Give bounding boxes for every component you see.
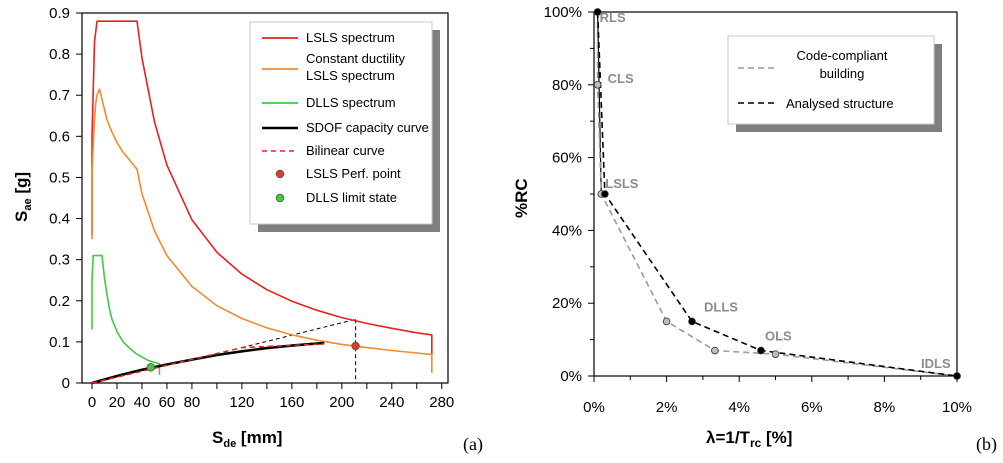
chart-a-panel-label: (a) [463, 434, 483, 455]
chart-a-legend: LSLS spectrum Constant ductility LSLS sp… [249, 21, 440, 232]
chart-b-y-axis-label: %RC [512, 178, 531, 218]
chart-b-point-1-1 [601, 190, 609, 198]
legend-lsls-spectrum-label: LSLS spectrum [306, 30, 395, 45]
chart-a-x-tick-label-1: 20 [109, 394, 126, 411]
legend-lsls-perf-point-label: LSLS Perf. point [306, 166, 401, 181]
legend-analysed-structure-label: Analysed structure [786, 96, 894, 111]
legend-constant-ductility-label-line1: Constant ductility [306, 51, 405, 66]
chart-b-annotation-dlls: DLLS [704, 299, 738, 314]
chart-b-x-axis-label: λ=1/Trc [%] [706, 428, 792, 450]
chart-a-y-tick-label-7: 0.7 [49, 87, 70, 104]
chart-b-point-1-0 [593, 8, 602, 16]
legend-dlls-spectrum-label: DLLS spectrum [306, 95, 396, 110]
chart-b-x-tick-label-4: 8% [874, 399, 896, 416]
chart-b-annotation-idls: IDLS [921, 356, 951, 371]
chart-b-point-0-4 [711, 346, 719, 355]
chart-b-y-tick-label-3: 60% [552, 150, 582, 167]
chart-a-y-tick-label-5: 0.5 [49, 169, 70, 186]
chart-a-marker-dlls-limit-state [146, 363, 155, 372]
chart-b-ticks: 0% 2% 4% 6% 8% 10% 0% 20% 40% 60% 80% 100% [544, 4, 972, 416]
chart-a-x-tick-label-0: 0 [88, 394, 96, 411]
chart-a-y-tick-label-4: 0.4 [49, 211, 70, 228]
chart-b-x-tick-label-2: 4% [728, 399, 750, 416]
chart-a-y-tick-label-0: 0 [62, 375, 70, 392]
chart-b-y-tick-label-1: 20% [552, 295, 582, 312]
chart-b-y-tick-label-5: 100% [544, 4, 582, 21]
legend-bilinear-label: Bilinear curve [306, 143, 385, 158]
chart-a-x-tick-label-8: 240 [379, 394, 404, 411]
chart-b-annotation-rls: RLS [600, 10, 626, 25]
chart-a-x-tick-label-6: 160 [279, 394, 304, 411]
chart-a-series-dlls-spectrum [91, 254, 161, 375]
chart-b-series-analysed-structure [596, 11, 958, 377]
chart-a-series-lsls-spectrum [91, 20, 433, 355]
chart-a-series-bilinear-curve [91, 343, 325, 384]
chart-b-x-tick-label-0: 0% [583, 399, 605, 416]
chart-b-panel-label: (b) [976, 434, 997, 455]
chart-a-y-tick-label-1: 0.1 [49, 334, 70, 351]
chart-a-series-sdof-capacity-curve [91, 341, 325, 385]
legend-constant-ductility-label-line2: LSLS spectrum [306, 68, 395, 83]
chart-a-legend-box [249, 21, 433, 225]
chart-b-annotation-cls: CLS [608, 71, 634, 86]
chart-a-y-tick-label-3: 0.3 [49, 252, 70, 269]
legend-dlls-limit-state-label: DLLS limit state [306, 190, 397, 205]
chart-a-x-tick-label-2: 40 [134, 394, 151, 411]
chart-b: 0% 2% 4% 6% 8% 10% 0% 20% 40% 60% 80% 100% RLS CLS LS… [512, 4, 997, 455]
chart-b-point-1-4 [953, 372, 961, 380]
chart-b-annotation-ols: OLS [765, 329, 792, 344]
chart-a-x-tick-label-4: 80 [184, 394, 201, 411]
chart-a-y-tick-label-8: 0.8 [49, 46, 70, 63]
chart-a-x-tick-label-3: 60 [159, 394, 176, 411]
chart-a-x-tick-label-7: 200 [329, 394, 354, 411]
legend-dlls-limit-state-marker [275, 193, 285, 203]
chart-b-y-tick-label-2: 40% [552, 222, 582, 239]
chart-b-annotation-lsls: LSLS [605, 176, 639, 191]
chart-a-series-constant-ductility-lsls-spectrum [91, 88, 433, 373]
chart-b-legend-box [727, 35, 935, 125]
chart-a: 0 20 40 60 80 120 160 200 240 280 0 0.1 0.2 0.3 0.4 0.5… [12, 5, 483, 455]
chart-a-marker-lsls-perf-point [351, 341, 360, 351]
chart-b-x-tick-label-1: 2% [656, 399, 678, 416]
chart-a-plot-frame [81, 12, 449, 384]
chart-b-y-tick-label-4: 80% [552, 77, 582, 94]
legend-lsls-perf-point-marker [275, 169, 285, 179]
chart-b-y-tick-label-0: 0% [560, 368, 582, 385]
chart-a-ticks: 0 20 40 60 80 120 160 200 240 280 0 0.1 0.2 0.3 0.4 0.5… [49, 5, 454, 411]
chart-b-x-tick-label-5: 10% [942, 399, 972, 416]
chart-a-y-tick-label-9: 0.9 [49, 5, 70, 22]
chart-b-x-tick-label-3: 6% [801, 399, 823, 416]
chart-a-x-tick-label-5: 120 [229, 394, 254, 411]
chart-b-point-0-1 [593, 81, 602, 89]
chart-b-point-0-5 [771, 350, 780, 358]
chart-b-legend: Code-compliant building Analysed structu… [727, 35, 942, 132]
legend-code-compliant-label-line2: building [820, 66, 865, 81]
chart-a-x-tick-label-9: 280 [429, 394, 454, 411]
chart-a-y-tick-label-2: 0.2 [49, 293, 70, 310]
chart-a-series [91, 20, 433, 385]
chart-b-point-0-3 [662, 317, 671, 326]
legend-code-compliant-label-line1: Code-compliant [796, 48, 887, 63]
chart-a-guide-line-0 [241, 318, 356, 349]
chart-a-y-axis-label: Sae [g] [12, 172, 34, 222]
chart-b-point-1-2 [688, 317, 696, 326]
chart-a-y-tick-label-6: 0.6 [49, 128, 70, 145]
legend-sdof-capacity-label: SDOF capacity curve [306, 120, 429, 135]
chart-a-x-axis-label: Sde [mm] [212, 428, 282, 450]
chart-b-series: RLS CLS LSLS DLLS OLS IDLS [593, 8, 961, 380]
chart-b-point-1-3 [757, 346, 765, 355]
